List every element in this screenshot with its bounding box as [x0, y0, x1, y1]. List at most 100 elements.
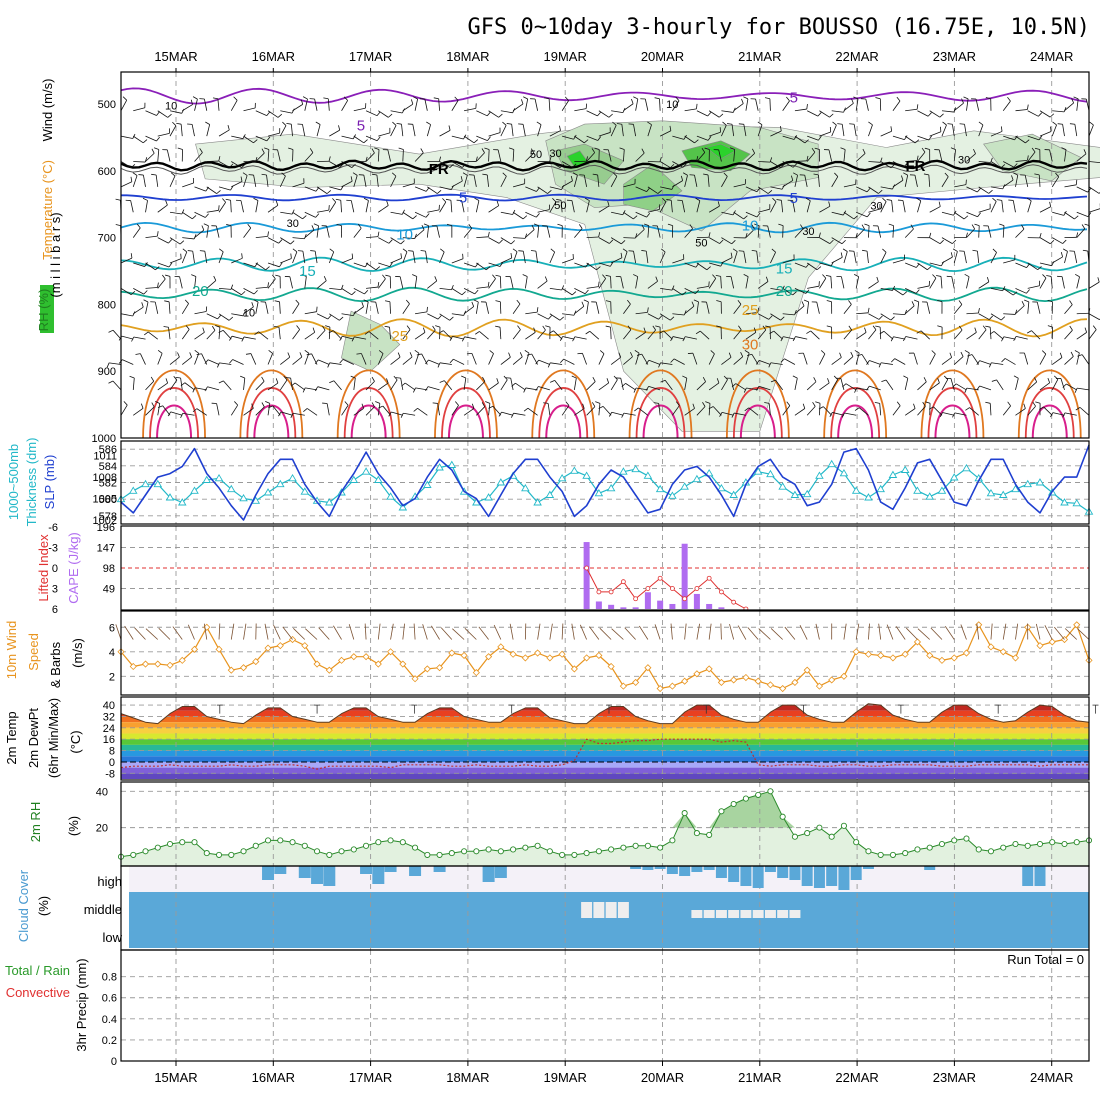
wind-barb-flag [715, 274, 721, 277]
rh-point [644, 842, 651, 849]
wind-barb-flag [813, 377, 817, 382]
wind-barb-flag [927, 112, 932, 117]
wind-barb [586, 301, 589, 314]
wind-barb [230, 200, 232, 213]
wind-barb [745, 186, 758, 193]
wind-barb [767, 225, 771, 238]
wind-barb-flag [660, 379, 666, 383]
wind-barb [292, 356, 303, 365]
wind-barb [415, 387, 428, 391]
wind-barb-flag [426, 121, 431, 125]
wind-barb-flag [526, 353, 532, 356]
wind-barb-flag [446, 223, 452, 227]
wind-barb [1061, 276, 1065, 289]
wind-barb [412, 251, 416, 264]
wind-barb [904, 408, 916, 416]
wind-barb-flag [682, 291, 687, 296]
wind-barb-flag [489, 350, 494, 354]
thickness-point [533, 498, 542, 506]
diurnal-isotherm [434, 369, 498, 439]
mid-cloud-gap [728, 910, 740, 918]
wind-barb [255, 135, 267, 142]
wind-barb [1015, 288, 1027, 294]
wind-barb [1027, 285, 1040, 289]
dewpoint-2m-line [120, 738, 1089, 770]
wind-barb-flag [772, 197, 777, 202]
wind-barb [329, 186, 342, 191]
wind-barb [978, 124, 984, 137]
wind-barb-flag [842, 248, 848, 252]
temp-tick-label: -8 [105, 768, 115, 780]
wind-barb [488, 353, 494, 365]
wind-barb-flag [652, 325, 656, 331]
wind-barb-flag [196, 353, 202, 356]
wind-barb [341, 405, 349, 416]
wind-barb [1015, 135, 1026, 144]
wind-barb [990, 313, 1002, 321]
wind-barb [181, 329, 190, 340]
wind-barb [721, 176, 728, 188]
wind-barb [830, 276, 833, 289]
wind-barb [255, 381, 265, 391]
wind-barb-flag [425, 359, 429, 365]
cape-bar [620, 607, 627, 609]
lifted-index-line [586, 567, 747, 610]
wind-barb [819, 382, 830, 391]
wind-barb [439, 186, 452, 191]
wind-barb [975, 98, 980, 111]
wind-barb-flag [896, 401, 901, 406]
wind-barb [1064, 251, 1068, 264]
wind-barb [206, 186, 217, 194]
rh-point [938, 840, 946, 848]
wind-barb-flag [364, 262, 369, 268]
wind-barb-flag [241, 163, 246, 168]
wind-barb-flag [817, 112, 822, 117]
wind-barb-flag [916, 155, 919, 161]
wind-barb [955, 383, 967, 391]
wind-barb-flag [931, 350, 936, 355]
wind-barb [157, 382, 168, 391]
wind-barb [390, 175, 397, 188]
cloud-layer-label: low [102, 930, 122, 945]
wind-barb-flag [841, 412, 845, 418]
wind-barb-flag [702, 402, 706, 407]
isotherm-label: 10 [742, 218, 759, 235]
wind-barb-flag [1026, 330, 1032, 334]
wind-barb [589, 330, 600, 340]
wind-barb [538, 386, 550, 391]
wind-barb [329, 313, 340, 321]
wind-barb-flag [708, 406, 714, 410]
wind-barb [905, 108, 918, 112]
rh-point [240, 848, 247, 855]
wind-barb-flag [826, 325, 832, 328]
wind-barb [1002, 100, 1011, 111]
wind-barb-flag [991, 379, 997, 382]
wind-barb-flag [695, 289, 700, 294]
wind-barb-flag [151, 173, 157, 176]
ylabel-cloud: (%) [36, 896, 51, 916]
wind-barb-flag [376, 111, 381, 116]
wind-barb [757, 124, 763, 137]
wind-barb [868, 329, 877, 340]
wind-barb-flag [732, 248, 738, 252]
rh-point [975, 846, 982, 853]
wind-barb [452, 335, 465, 340]
thickness-point [202, 475, 212, 483]
wind-barb [647, 225, 650, 238]
thickness-point [704, 468, 714, 477]
wind-speed-point [411, 675, 419, 683]
thickness-point [766, 469, 775, 478]
rh-point [289, 839, 296, 846]
wind-barb-flag [996, 199, 1002, 201]
wind-barb [463, 262, 476, 268]
wind-barb-flag [535, 359, 540, 365]
wind-barb-flag [572, 172, 578, 176]
wind-barb [525, 229, 535, 238]
rh-contour-label: 50 [554, 200, 566, 212]
wind-barb-flag [855, 232, 858, 238]
wind-barb [877, 225, 882, 238]
wind-barb [586, 110, 598, 117]
wind-barb [819, 110, 830, 118]
wind-barb-flag [420, 148, 424, 153]
wind-barb [511, 124, 514, 137]
